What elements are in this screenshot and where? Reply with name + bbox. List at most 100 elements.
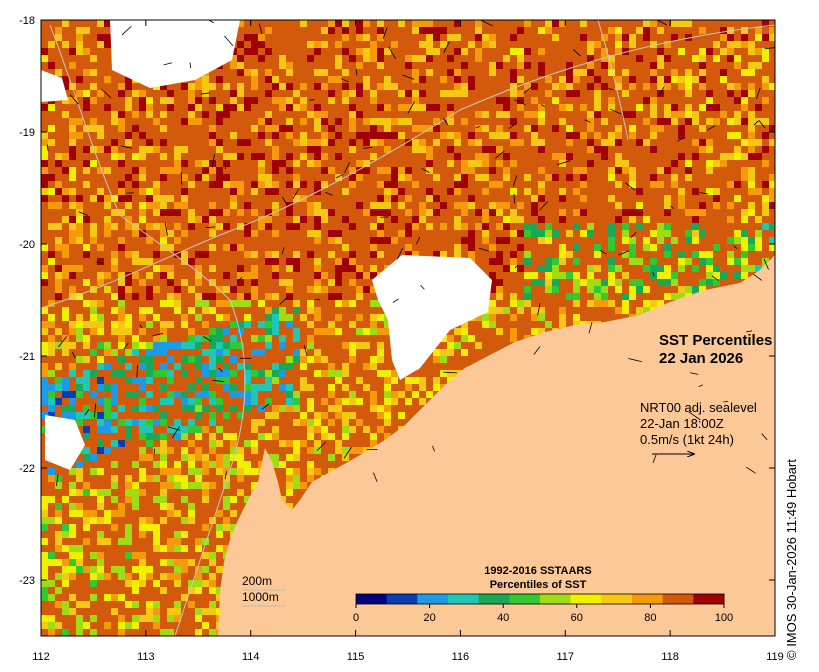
sst-cell	[321, 209, 328, 216]
sst-cell	[615, 41, 622, 48]
sst-cell	[741, 265, 748, 272]
sst-cell	[349, 412, 356, 419]
sst-cell	[118, 503, 125, 510]
sst-cell	[230, 244, 237, 251]
sst-cell	[531, 216, 538, 223]
sst-cell	[237, 83, 244, 90]
sst-cell	[398, 202, 405, 209]
sst-cell	[160, 440, 167, 447]
sst-cell	[370, 55, 377, 62]
sst-cell	[167, 321, 174, 328]
sst-cell	[664, 209, 671, 216]
sst-cell	[125, 202, 132, 209]
sst-cell	[188, 419, 195, 426]
sst-cell	[566, 62, 573, 69]
sst-cell	[482, 174, 489, 181]
sst-cell	[356, 384, 363, 391]
sst-cell	[293, 265, 300, 272]
sst-cell	[41, 391, 48, 398]
sst-cell	[454, 181, 461, 188]
sst-cell	[167, 230, 174, 237]
sst-cell	[363, 55, 370, 62]
sst-cell	[55, 160, 62, 167]
sst-cell	[755, 216, 762, 223]
sst-cell	[748, 62, 755, 69]
sst-cell	[713, 188, 720, 195]
sst-cell	[83, 412, 90, 419]
sst-cell	[55, 622, 62, 629]
sst-cell	[209, 202, 216, 209]
sst-cell	[699, 111, 706, 118]
sst-cell	[622, 34, 629, 41]
sst-cell	[489, 181, 496, 188]
sst-cell	[356, 132, 363, 139]
sst-cell	[503, 104, 510, 111]
sst-cell	[104, 195, 111, 202]
sst-cell	[195, 272, 202, 279]
sst-cell	[111, 265, 118, 272]
sst-cell	[41, 272, 48, 279]
sst-cell	[363, 27, 370, 34]
sst-cell	[573, 76, 580, 83]
sst-cell	[223, 545, 230, 552]
sst-cell	[398, 244, 405, 251]
sst-cell	[734, 230, 741, 237]
sst-cell	[160, 629, 167, 636]
sst-cell	[699, 69, 706, 76]
sst-cell	[349, 426, 356, 433]
sst-cell	[244, 139, 251, 146]
sst-cell	[447, 132, 454, 139]
sst-cell	[237, 447, 244, 454]
sst-cell	[741, 90, 748, 97]
sst-cell	[132, 251, 139, 258]
sst-cell	[531, 97, 538, 104]
sst-cell	[741, 174, 748, 181]
sst-cell	[650, 230, 657, 237]
sst-cell	[251, 286, 258, 293]
sst-cell	[489, 90, 496, 97]
sst-cell	[174, 475, 181, 482]
sst-cell	[216, 510, 223, 517]
sst-cell	[237, 216, 244, 223]
sst-cell	[307, 377, 314, 384]
sst-cell	[258, 174, 265, 181]
sst-cell	[209, 433, 216, 440]
sst-cell	[76, 195, 83, 202]
sst-cell	[342, 34, 349, 41]
sst-cell	[125, 111, 132, 118]
sst-cell	[510, 69, 517, 76]
sst-cell	[734, 90, 741, 97]
sst-cell	[657, 146, 664, 153]
sst-cell	[97, 48, 104, 55]
sst-cell	[559, 118, 566, 125]
sst-cell	[160, 328, 167, 335]
sst-cell	[307, 111, 314, 118]
sst-cell	[76, 356, 83, 363]
sst-cell	[321, 328, 328, 335]
sst-cell	[370, 139, 377, 146]
sst-cell	[209, 230, 216, 237]
sst-cell	[608, 48, 615, 55]
sst-cell	[230, 181, 237, 188]
sst-cell	[132, 566, 139, 573]
sst-cell	[160, 454, 167, 461]
sst-cell	[230, 300, 237, 307]
sst-cell	[552, 153, 559, 160]
sst-cell	[335, 62, 342, 69]
sst-cell	[468, 55, 475, 62]
sst-cell	[454, 244, 461, 251]
sst-cell	[377, 174, 384, 181]
sst-cell	[139, 342, 146, 349]
sst-cell	[370, 314, 377, 321]
sst-cell	[153, 447, 160, 454]
colorbar-tick-label: 20	[423, 612, 435, 624]
sst-cell	[706, 34, 713, 41]
sst-cell	[769, 223, 775, 230]
sst-cell	[55, 125, 62, 132]
sst-cell	[692, 153, 699, 160]
sst-cell	[377, 237, 384, 244]
sst-cell	[265, 69, 272, 76]
sst-cell	[188, 454, 195, 461]
sst-cell	[622, 160, 629, 167]
sst-cell	[762, 76, 769, 83]
